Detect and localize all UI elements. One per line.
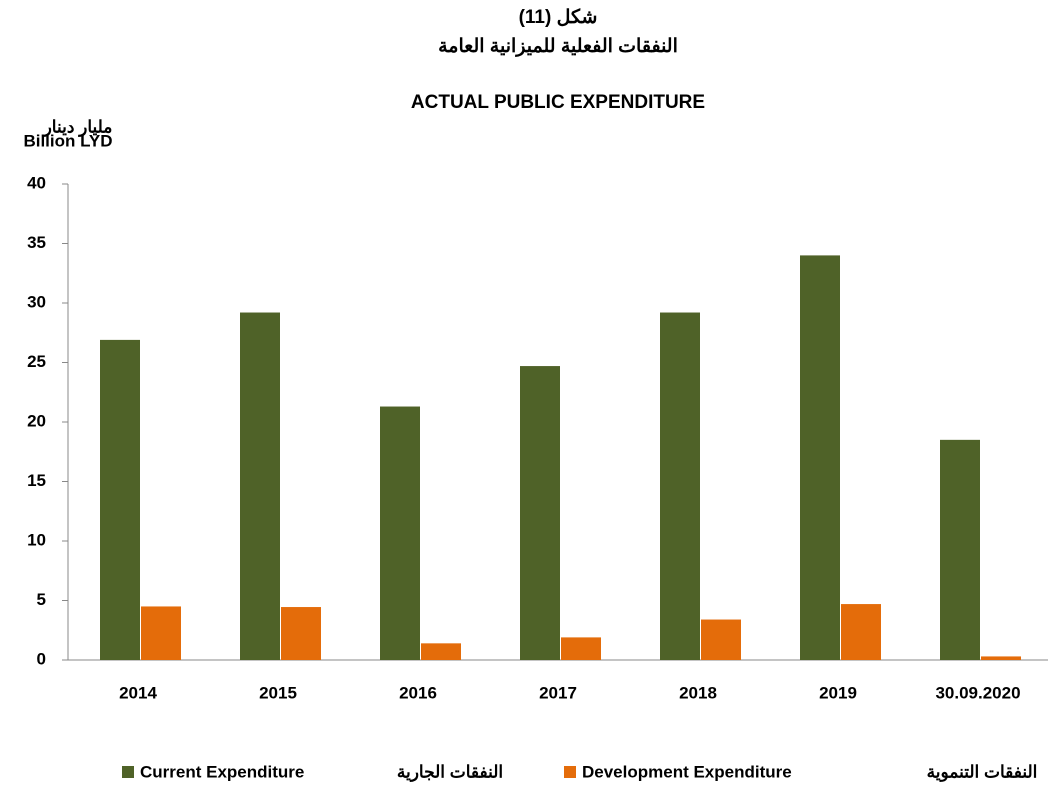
- y-tick-label: 25: [27, 352, 46, 371]
- y-tick-label: 35: [27, 233, 46, 252]
- bar: [701, 619, 741, 660]
- y-tick-label: 30: [27, 292, 46, 311]
- y-tick-label: 40: [27, 173, 46, 192]
- bar: [520, 366, 560, 660]
- y-tick-label: 15: [27, 471, 46, 490]
- y-tick-label: 5: [37, 590, 46, 609]
- x-tick-label: 2018: [679, 683, 717, 702]
- bar: [380, 406, 420, 660]
- legend-label: Current Expenditure: [140, 762, 304, 781]
- bar: [981, 656, 1021, 660]
- x-tick-label: 30.09.2020: [935, 683, 1020, 702]
- x-tick-label: 2017: [539, 683, 577, 702]
- y-axis-label: مليار دينار: [42, 117, 113, 137]
- bar: [240, 312, 280, 660]
- x-tick-label: 2014: [119, 683, 157, 702]
- bar: [800, 255, 840, 660]
- bar: [281, 607, 321, 660]
- legend-label: Development Expenditure: [582, 762, 792, 781]
- legend-swatch: [564, 766, 576, 778]
- legend-label-ar: النفقات الجارية: [397, 762, 503, 782]
- y-tick-label: 20: [27, 411, 46, 430]
- bar: [100, 339, 140, 660]
- bar: [841, 604, 881, 660]
- x-tick-label: 2016: [399, 683, 437, 702]
- chart-title: شكل (11): [519, 7, 598, 28]
- x-tick-label: 2015: [259, 683, 297, 702]
- y-tick-label: 10: [27, 530, 46, 549]
- chart-title-en: ACTUAL PUBLIC EXPENDITURE: [411, 92, 705, 113]
- chart-subtitle: النفقات الفعلية للميزانية العامة: [438, 36, 678, 57]
- bar: [561, 637, 601, 660]
- y-axis-label-en: Billion LYD: [23, 131, 112, 150]
- bar: [660, 312, 700, 660]
- y-tick-label: 0: [37, 649, 46, 668]
- bar: [940, 439, 980, 660]
- bar: [141, 606, 181, 660]
- x-tick-label: 2019: [819, 683, 857, 702]
- bar: [421, 643, 461, 660]
- legend-swatch: [122, 766, 134, 778]
- legend-label-ar: النفقات التنموية: [927, 762, 1038, 782]
